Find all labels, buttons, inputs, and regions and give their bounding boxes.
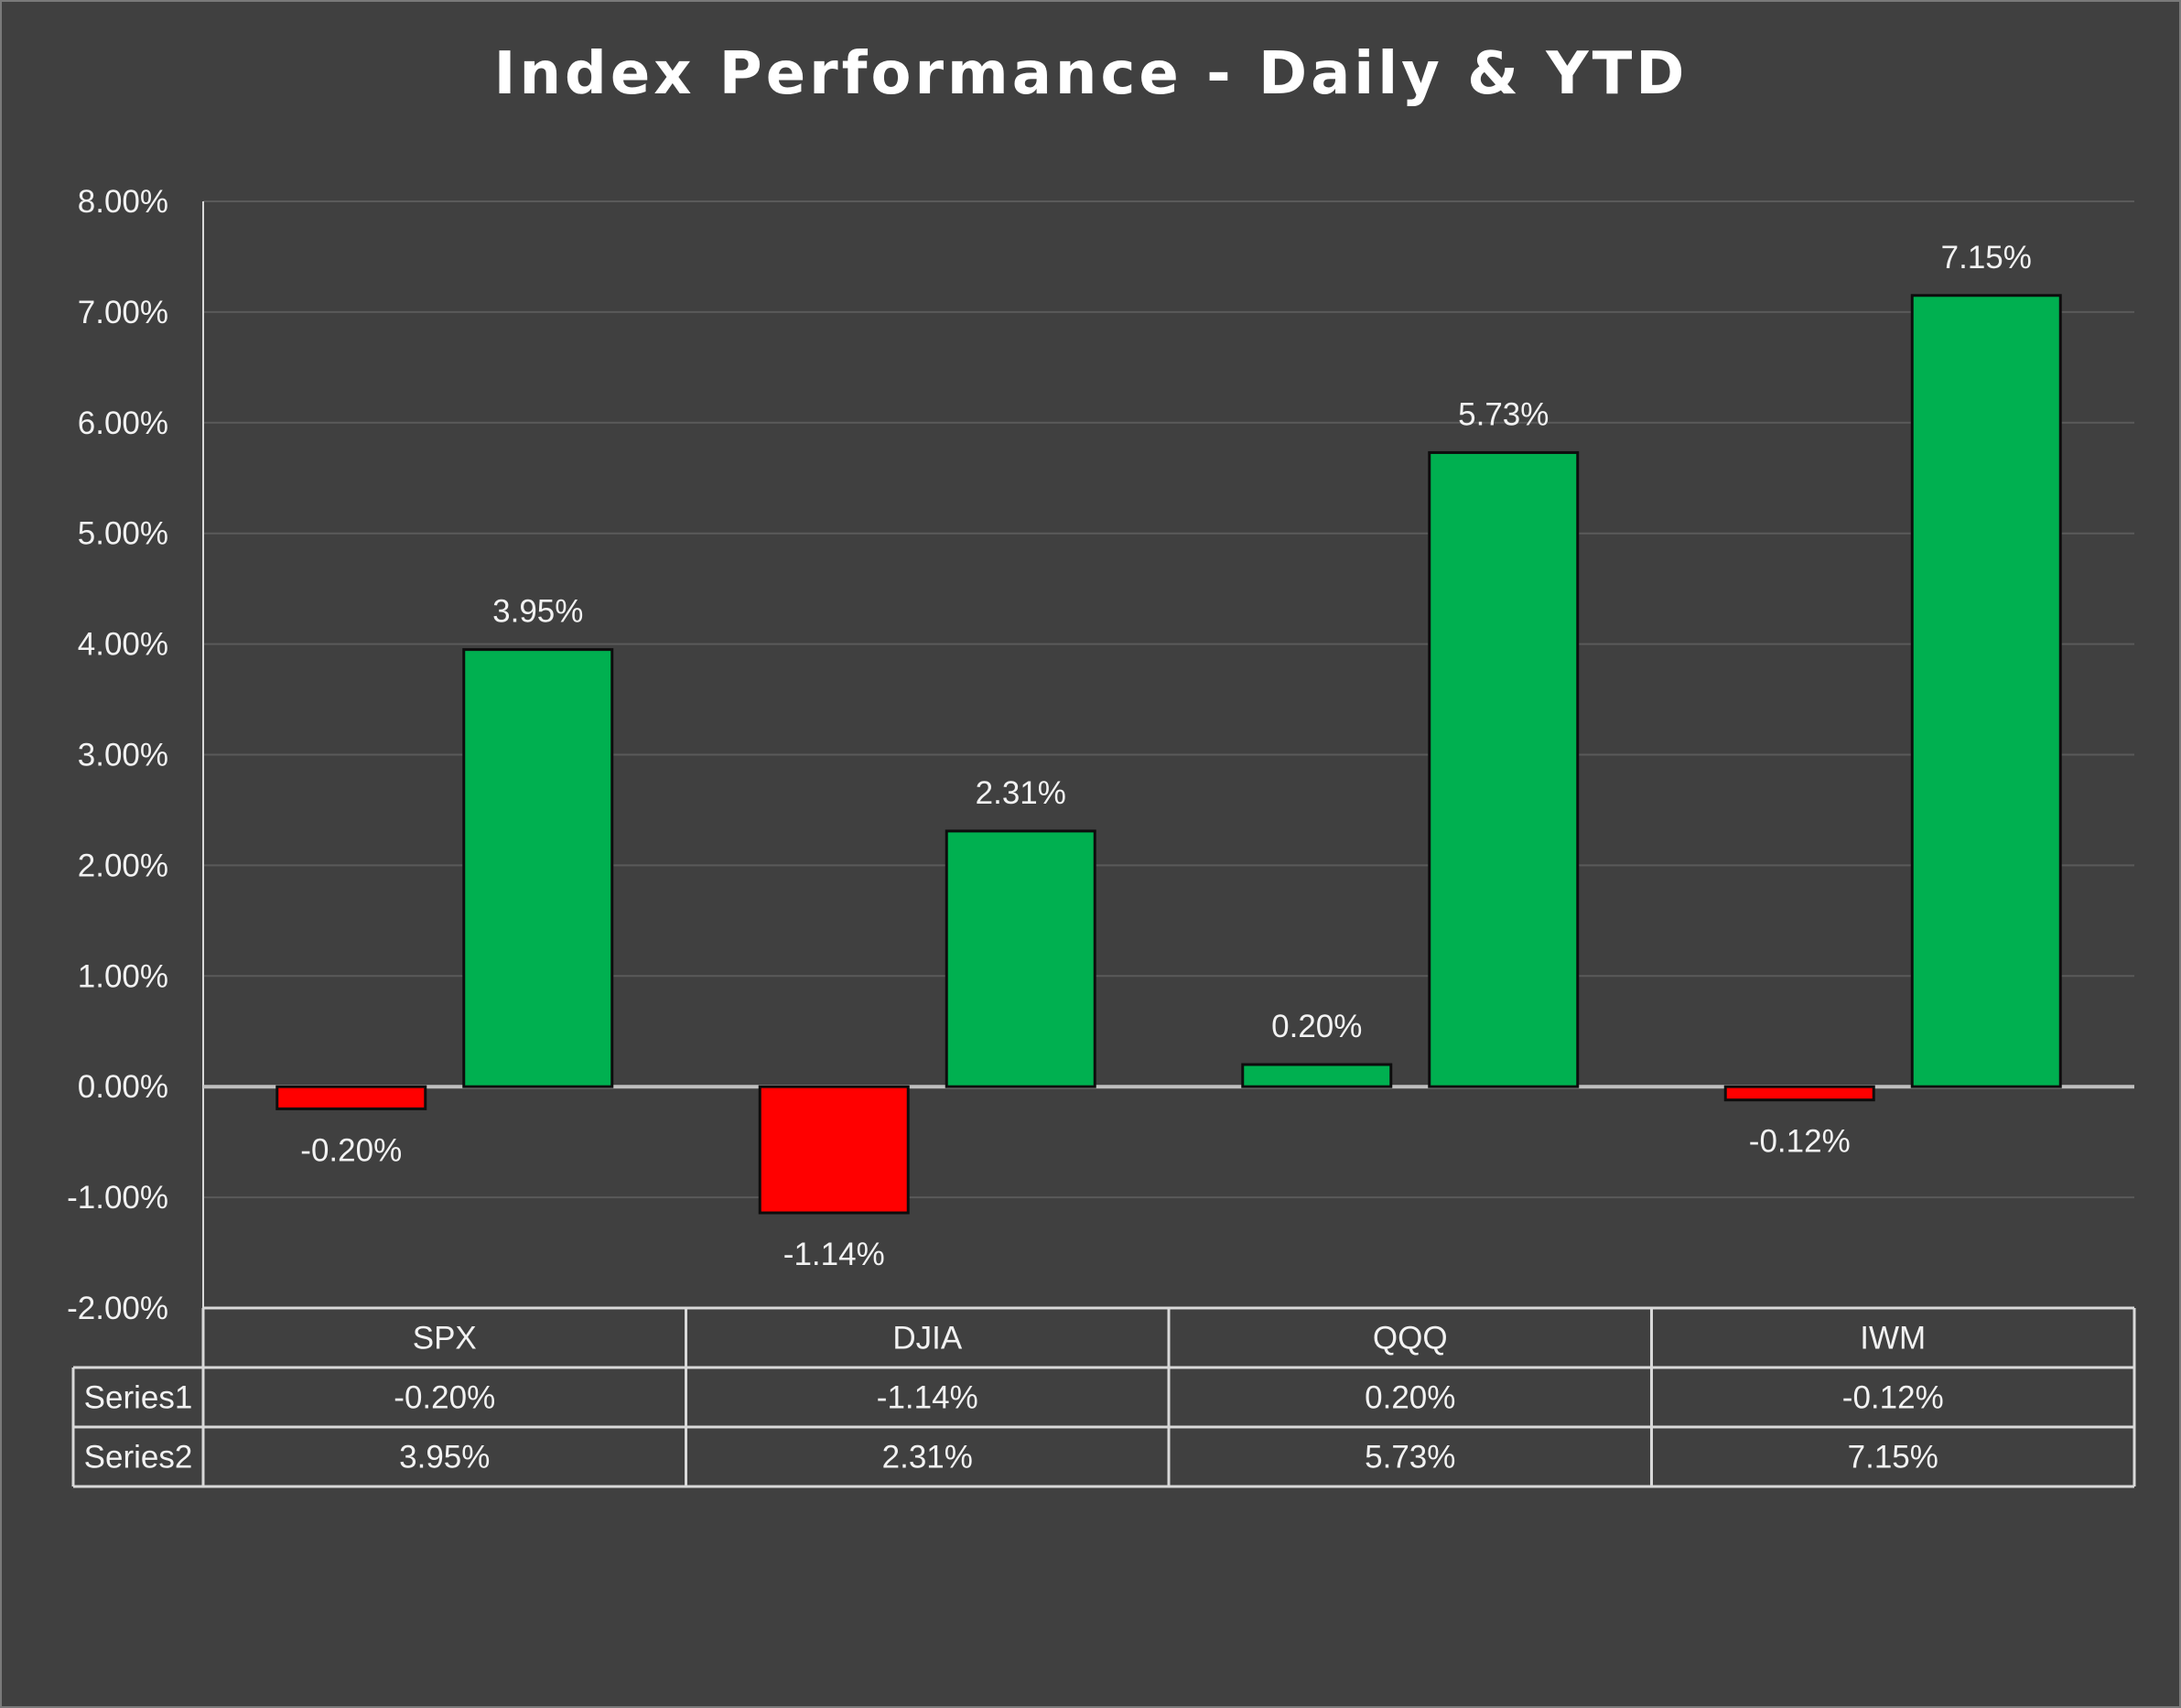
series-name: Series1 — [84, 1380, 193, 1416]
bar — [275, 1085, 427, 1110]
y-tick-label: -2.00% — [67, 1291, 168, 1326]
data-labels: -0.20% 3.95% -1.14% 2.31% 0.20% 5.73% -0.12% 7.… — [300, 240, 2032, 1272]
y-tick-label: 8.00% — [78, 184, 168, 220]
bar — [1723, 1085, 1875, 1102]
y-tick-label: 7.00% — [78, 295, 168, 330]
category-label: SPX — [413, 1321, 477, 1357]
table-value: -0.20% — [394, 1380, 495, 1416]
data-label: -1.14% — [783, 1237, 885, 1272]
table-value: -0.12% — [1842, 1380, 1944, 1416]
bar — [758, 1085, 910, 1215]
y-tick-label: 4.00% — [78, 627, 168, 663]
y-tick-label: 6.00% — [78, 405, 168, 441]
table-value: -1.14% — [877, 1380, 978, 1416]
y-tick-label: -1.00% — [67, 1180, 168, 1216]
series-name: Series2 — [84, 1440, 193, 1476]
category-label: QQQ — [1373, 1321, 1448, 1357]
data-label: 5.73% — [1458, 396, 1549, 432]
table-value: 2.31% — [882, 1440, 973, 1476]
table-value: 0.20% — [1365, 1380, 1455, 1416]
table-value: 3.95% — [399, 1440, 490, 1476]
bar — [1910, 294, 2062, 1088]
y-tick-label: 1.00% — [78, 958, 168, 994]
chart-title: Index Performance - Daily & YTD — [494, 40, 1689, 108]
y-tick-label: 0.00% — [78, 1069, 168, 1105]
y-tick-label: 5.00% — [78, 516, 168, 552]
table-value: 5.73% — [1365, 1440, 1455, 1476]
y-tick-label: 3.00% — [78, 738, 168, 773]
bar — [945, 829, 1096, 1088]
data-label: 2.31% — [976, 775, 1066, 811]
data-label: -0.12% — [1749, 1124, 1851, 1160]
data-label: 3.95% — [492, 594, 583, 630]
category-label: DJIA — [892, 1321, 963, 1357]
y-axis: 8.00% 7.00% 6.00% 5.00% 4.00% 3.00% 2.00% 1.00%… — [67, 184, 2134, 1326]
data-table: SPX DJIA QQQ IWM Series1 -0.20% -1.14% 0.20% -0.… — [71, 1306, 2136, 1488]
data-label: 7.15% — [1941, 240, 2032, 276]
category-label: IWM — [1860, 1321, 1926, 1357]
y-tick-label: 2.00% — [78, 848, 168, 883]
bar — [1428, 450, 1580, 1088]
bars — [275, 294, 2062, 1215]
bar — [1241, 1063, 1393, 1088]
table-value: 7.15% — [1848, 1440, 1938, 1476]
data-label: -0.20% — [300, 1132, 402, 1168]
data-label: 0.20% — [1271, 1009, 1362, 1044]
bar — [462, 648, 614, 1088]
